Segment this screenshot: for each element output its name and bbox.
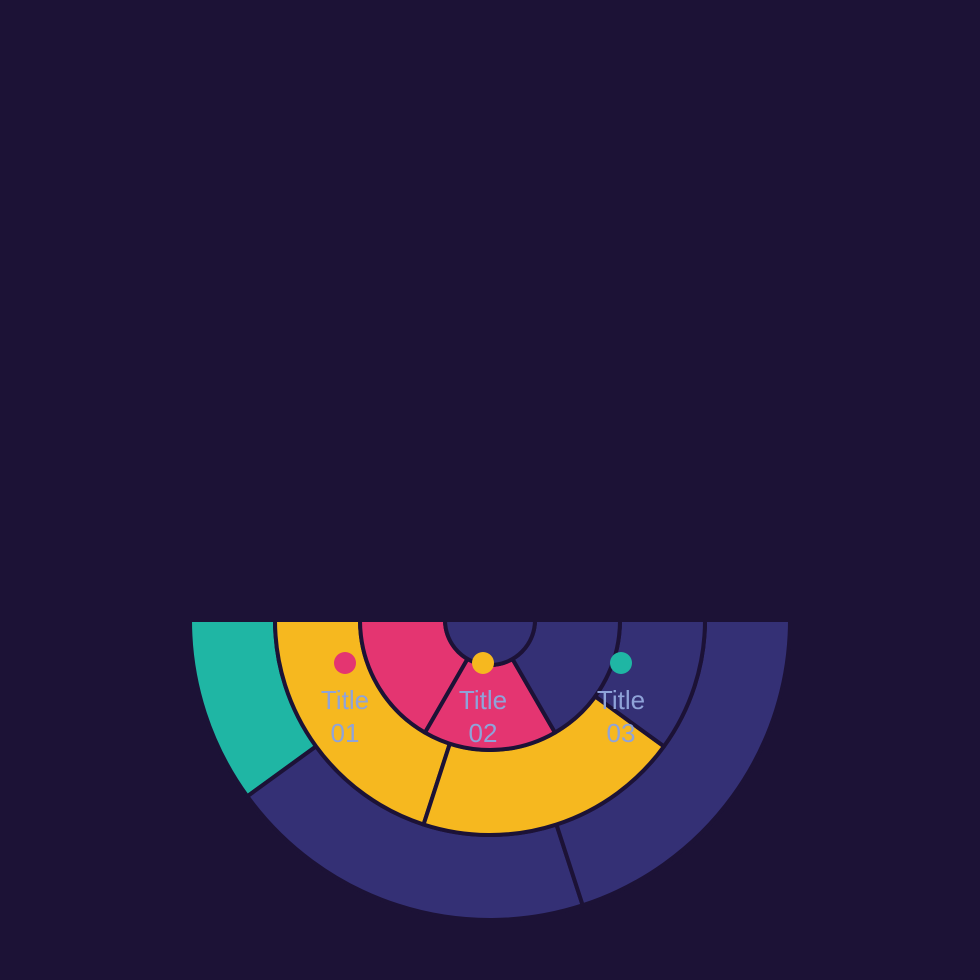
legend-item: Title 02 <box>438 652 528 749</box>
legend-number: 03 <box>607 717 636 750</box>
legend-title: Title <box>321 684 369 717</box>
infographic-stage: Title 01 Title 02 Title 03 <box>0 0 980 980</box>
legend-title: Title <box>459 684 507 717</box>
legend-number: 01 <box>331 717 360 750</box>
legend-dot-icon <box>334 652 356 674</box>
legend: Title 01 Title 02 Title 03 <box>300 652 666 749</box>
legend-title: Title <box>597 684 645 717</box>
legend-dot-icon <box>610 652 632 674</box>
half-donut-chart <box>0 0 980 980</box>
legend-item: Title 03 <box>576 652 666 749</box>
legend-dot-icon <box>472 652 494 674</box>
legend-number: 02 <box>469 717 498 750</box>
legend-item: Title 01 <box>300 652 390 749</box>
